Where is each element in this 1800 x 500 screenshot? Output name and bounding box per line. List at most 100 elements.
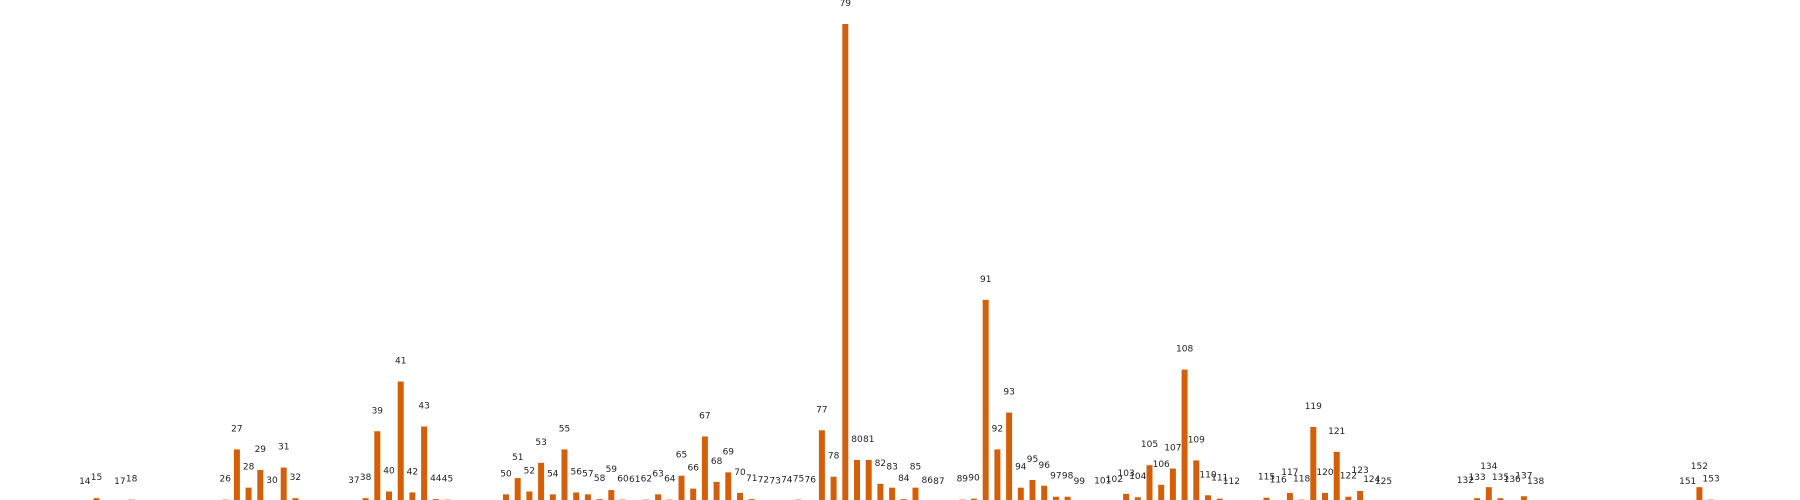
bar-label-78: 78 [828, 452, 840, 462]
bar-label-101: 101 [1094, 477, 1111, 487]
bar-111 [1216, 498, 1223, 500]
bar-label-62: 62 [641, 475, 652, 485]
bar-70 [737, 492, 743, 500]
bar-51 [514, 478, 521, 500]
bar-label-135: 135 [1492, 473, 1509, 483]
bar-label-41: 41 [395, 357, 406, 367]
bar-63 [655, 494, 662, 500]
bar-label-112: 112 [1223, 477, 1240, 487]
bar-label-97: 97 [1050, 472, 1061, 482]
bar-152 [1696, 487, 1703, 500]
bar-label-60: 60 [617, 475, 629, 485]
bar-label-151: 151 [1679, 477, 1696, 487]
bar-120 [1322, 492, 1328, 500]
bar-label-63: 63 [652, 469, 663, 479]
bar-label-138: 138 [1527, 477, 1544, 487]
bar-31 [280, 467, 287, 500]
bar-label-14: 14 [79, 477, 91, 487]
bar-label-44: 44 [430, 474, 442, 484]
bar-115 [1263, 497, 1270, 500]
bar-134 [1485, 487, 1492, 500]
bar-label-26: 26 [219, 475, 231, 485]
bar-78 [830, 476, 837, 500]
bar-85 [912, 487, 919, 500]
bar-label-68: 68 [711, 457, 723, 467]
bar-label-70: 70 [734, 468, 746, 478]
bar-label-122: 122 [1340, 472, 1357, 482]
bar-label-137: 137 [1515, 471, 1532, 481]
bar-label-43: 43 [418, 401, 429, 411]
bar-label-79: 79 [840, 0, 852, 9]
bar-59 [608, 490, 615, 500]
bar-label-31: 31 [278, 443, 289, 453]
bar-81 [865, 459, 872, 500]
bar-label-57: 57 [582, 469, 593, 479]
bar-label-76: 76 [804, 476, 816, 486]
bar-label-18: 18 [126, 475, 138, 485]
bar-43 [421, 426, 428, 500]
bar-label-40: 40 [383, 466, 395, 476]
bar-83 [889, 487, 896, 500]
bar-68 [713, 481, 720, 500]
bar-label-15: 15 [91, 473, 102, 483]
bar-110 [1205, 495, 1211, 500]
bar-93 [1006, 412, 1013, 500]
bar-label-106: 106 [1153, 460, 1170, 470]
bar-40 [386, 491, 392, 500]
bar-label-75: 75 [793, 475, 804, 485]
bar-label-121: 121 [1328, 427, 1345, 437]
bar-66 [690, 488, 697, 500]
bar-label-86: 86 [921, 476, 933, 486]
bar-label-93: 93 [1003, 388, 1014, 398]
bar-label-96: 96 [1038, 461, 1050, 471]
bar-label-152: 152 [1691, 462, 1708, 472]
bar-label-132: 132 [1457, 476, 1474, 486]
bar-label-84: 84 [898, 474, 910, 484]
bar-label-105: 105 [1141, 440, 1158, 450]
bar-50 [503, 494, 509, 500]
bar-label-66: 66 [687, 464, 699, 474]
bar-56 [573, 492, 580, 500]
bar-117 [1286, 492, 1293, 500]
bar-79 [842, 24, 849, 500]
bar-label-123: 123 [1352, 466, 1369, 476]
bar-label-134: 134 [1480, 462, 1497, 472]
bar-label-153: 153 [1703, 475, 1720, 485]
bar-109 [1193, 460, 1200, 500]
bar-54 [549, 494, 556, 500]
bar-label-72: 72 [758, 476, 769, 486]
bar-119 [1310, 426, 1317, 500]
bar-29 [257, 469, 264, 500]
bar-label-39: 39 [372, 406, 384, 416]
bar-41 [397, 381, 404, 500]
bar-label-73: 73 [769, 477, 780, 487]
bar-label-51: 51 [512, 453, 523, 463]
bar-65 [678, 475, 685, 500]
bar-label-37: 37 [348, 476, 359, 486]
bar-label-38: 38 [360, 473, 372, 483]
bar-55 [561, 449, 568, 500]
bar-137 [1520, 496, 1527, 500]
bar-label-95: 95 [1027, 455, 1038, 465]
bar-label-69: 69 [723, 447, 735, 457]
bar-label-64: 64 [664, 475, 676, 485]
bar-label-59: 59 [606, 465, 618, 475]
bar-label-119: 119 [1305, 402, 1322, 412]
bar-96 [1041, 485, 1048, 500]
bar-label-56: 56 [570, 467, 582, 477]
bar-57 [584, 494, 591, 500]
bar-39 [374, 431, 381, 500]
bar-label-58: 58 [594, 474, 606, 484]
bar-label-74: 74 [781, 476, 793, 486]
bar-label-89: 89 [957, 475, 969, 485]
bar-95 [1029, 480, 1036, 500]
bar-53 [538, 462, 545, 500]
bar-label-29: 29 [255, 445, 267, 455]
bar-107 [1169, 468, 1176, 500]
bars-group [93, 24, 1715, 500]
bar-106 [1158, 484, 1165, 500]
bar-label-30: 30 [266, 476, 278, 486]
bar-label-50: 50 [500, 469, 512, 479]
bar-label-102: 102 [1106, 475, 1123, 485]
